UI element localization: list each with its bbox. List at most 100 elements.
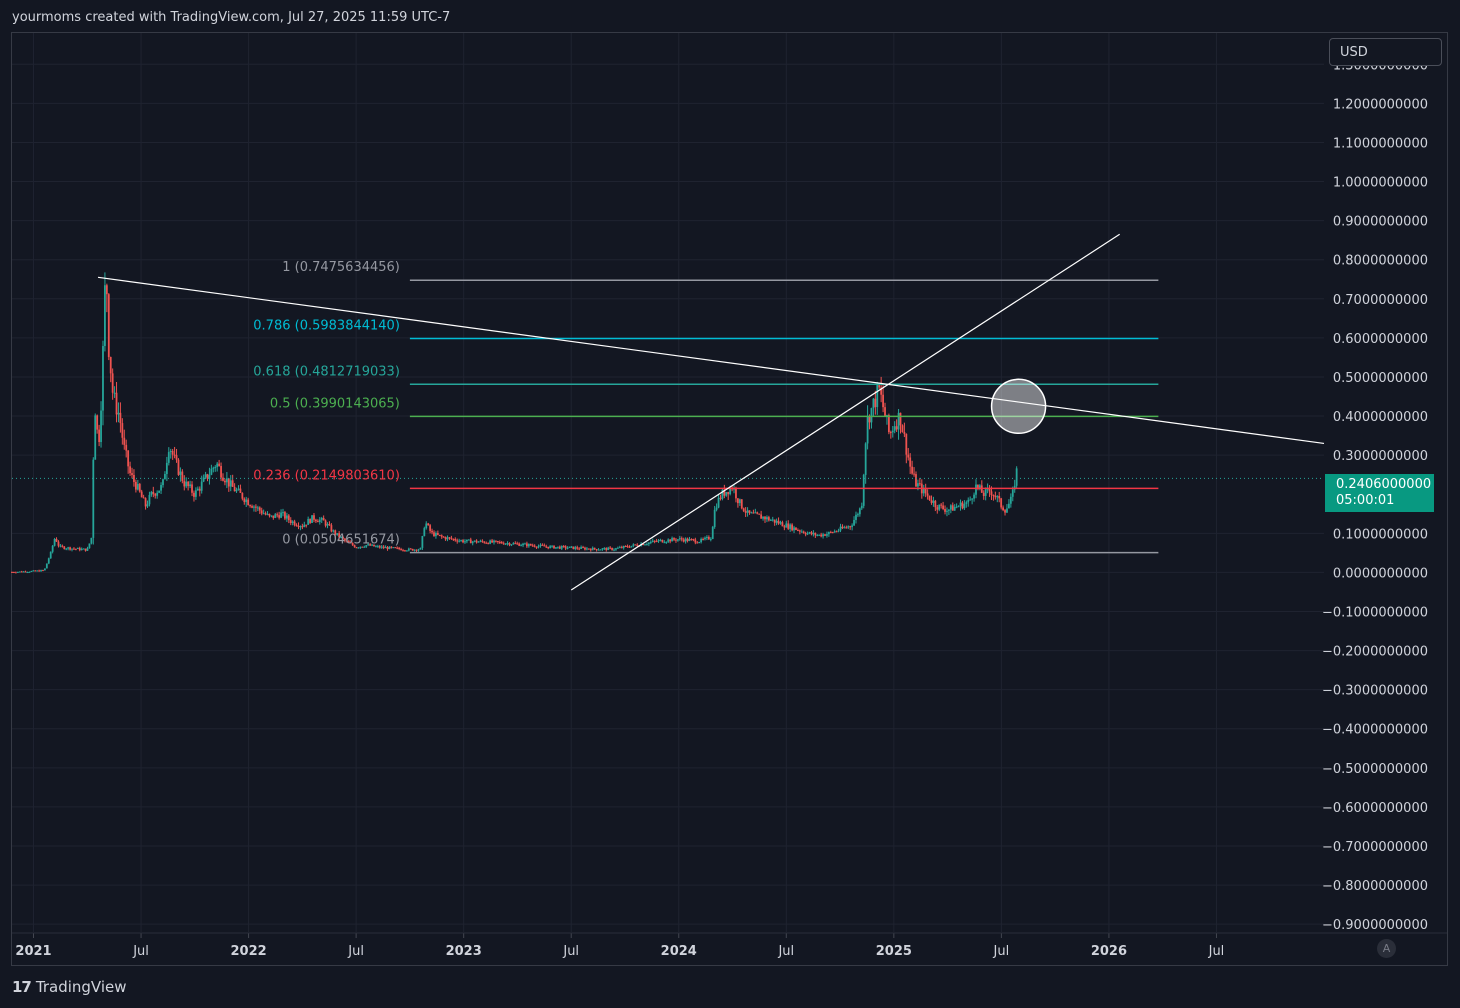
candle-body: [224, 480, 226, 483]
candle-body: [357, 547, 360, 549]
candle-body: [754, 512, 757, 514]
candle-body: [365, 545, 368, 547]
candle-body: [647, 542, 650, 545]
candle-body: [487, 542, 490, 544]
candle-body: [282, 512, 284, 514]
candle-body: [946, 510, 948, 512]
candle-body: [496, 541, 499, 543]
candle-body: [276, 514, 279, 516]
candle-body: [266, 513, 269, 515]
candle-body: [202, 477, 205, 482]
fib-level-label: 0.618 (0.4812719033): [253, 364, 400, 379]
candle-body: [320, 518, 323, 520]
auto-scale-button[interactable]: A: [1377, 939, 1396, 958]
candle-body: [369, 544, 372, 546]
candle-body: [831, 532, 834, 534]
candle-body: [1004, 510, 1006, 513]
candle-body: [340, 536, 342, 538]
candle-body: [479, 540, 482, 542]
candle-body: [104, 285, 106, 347]
candle-body: [30, 571, 33, 573]
candle-body: [293, 521, 296, 526]
candle-body: [419, 547, 422, 550]
candle-body: [200, 481, 203, 491]
candle-body: [992, 495, 995, 497]
fib-level-label: 0.236 (0.2149803610): [253, 468, 400, 483]
last-price-tag: 0.2406000000 05:00:01: [1325, 474, 1434, 512]
candle-body: [940, 504, 943, 506]
candle-body: [504, 543, 507, 545]
candle-body: [423, 528, 426, 537]
candle-body: [179, 471, 182, 475]
candle-body: [520, 545, 522, 547]
candle-body: [71, 548, 73, 550]
candle-body: [924, 488, 927, 494]
candle-body: [684, 538, 687, 542]
candle-body: [189, 484, 191, 487]
candle-body: [744, 511, 747, 513]
candle-body: [160, 485, 162, 491]
highlight-circle: [990, 378, 1047, 435]
fib-level-label: 0.786 (0.5983844140): [253, 319, 400, 334]
candle-body: [404, 550, 406, 552]
candle-body: [853, 519, 855, 526]
candle-body: [928, 495, 931, 501]
candle-body: [818, 534, 821, 536]
candle-body: [822, 534, 824, 537]
candle-body: [198, 488, 201, 491]
candle-body: [918, 483, 921, 485]
candle-body: [653, 540, 656, 542]
candle-body: [102, 346, 104, 411]
candle-body: [506, 543, 509, 545]
candle-body: [686, 538, 689, 541]
candle-body: [500, 542, 503, 544]
candle-body: [175, 455, 178, 460]
candle-body: [485, 542, 488, 544]
candle-body: [872, 398, 875, 409]
candle-body: [171, 450, 174, 455]
candle-body: [26, 572, 29, 574]
currency-button[interactable]: USD: [1329, 38, 1442, 66]
candle-body: [878, 384, 881, 388]
y-tick-label: −0.1000000000: [1322, 605, 1428, 620]
candle-body: [415, 549, 418, 551]
candle-body: [270, 515, 273, 517]
candle-body: [134, 481, 137, 490]
candle-body: [760, 514, 763, 519]
candle-body: [746, 510, 749, 513]
candle-body: [533, 545, 536, 547]
candle-body: [444, 537, 447, 540]
candle-body: [727, 492, 730, 495]
candle-body: [787, 523, 790, 529]
candle-body: [566, 547, 569, 549]
candle-body: [576, 547, 579, 549]
candle-body: [262, 513, 265, 515]
candle-body: [253, 506, 255, 508]
tradingview-logo[interactable]: 17 TradingView: [12, 978, 127, 996]
trendline: [97, 276, 1325, 445]
candle-body: [994, 495, 997, 498]
candle-body: [57, 541, 60, 546]
candle-body: [611, 547, 613, 550]
candle-body: [961, 502, 964, 509]
candle-body: [675, 539, 677, 541]
candle-body: [86, 548, 89, 551]
candle-body: [636, 544, 639, 546]
candle-body: [359, 546, 362, 548]
candle-body: [864, 443, 867, 475]
candle-body: [363, 546, 366, 548]
candle-body: [328, 524, 331, 526]
candle-body: [711, 526, 714, 539]
candle-body: [620, 547, 623, 549]
candle-body: [427, 523, 430, 526]
candle-body: [649, 541, 652, 543]
y-tick-label: 0.0000000000: [1333, 566, 1428, 581]
candle-body: [367, 544, 370, 546]
candle-body: [376, 546, 379, 548]
candle-body: [988, 488, 991, 492]
bar-countdown: 05:00:01: [1336, 493, 1395, 508]
candle-body: [42, 570, 44, 572]
candle-body: [791, 524, 794, 531]
x-tick-label: Jul: [1208, 944, 1225, 959]
